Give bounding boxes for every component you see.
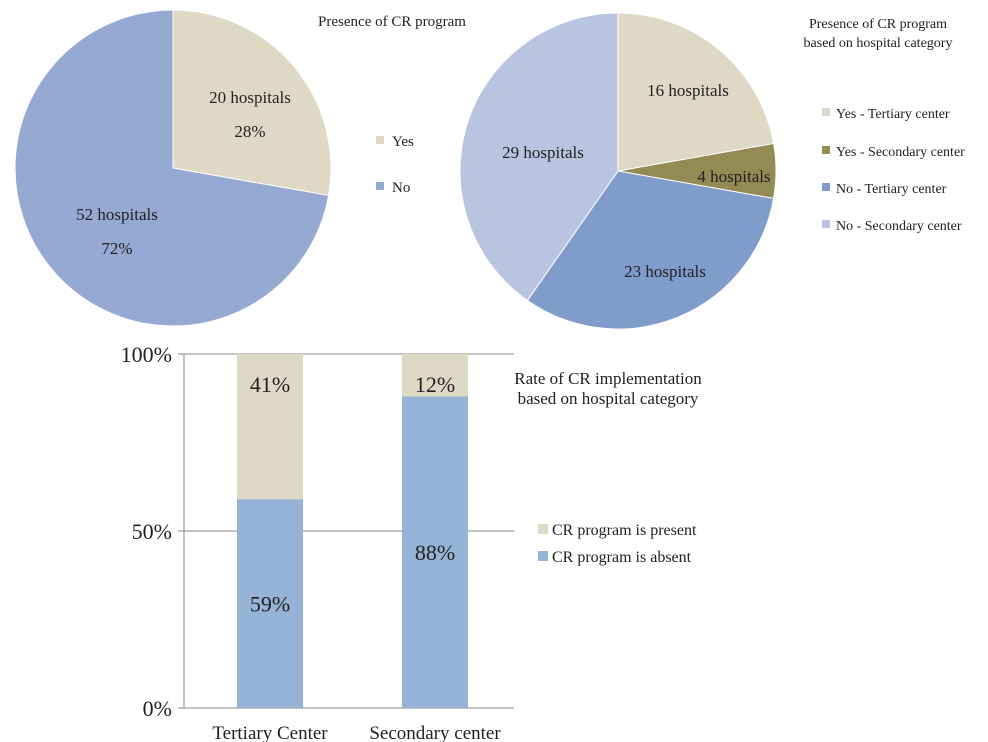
legend-swatch <box>822 108 830 116</box>
legend-label: Yes - Secondary center <box>836 145 965 160</box>
data-label: 16 hospitals <box>647 81 729 100</box>
legend-label: CR program is present <box>552 522 697 539</box>
pie-chart-by-category: Presence of CR program based on hospital … <box>459 12 965 330</box>
stacked-bar-chart: 0% 50% 100% 59% 41% Tertiary Center 88% 12% Seco… <box>121 342 703 742</box>
x-tick-label: Tertiary Center <box>212 723 328 742</box>
data-label: 20 hospitals <box>209 88 291 107</box>
y-tick-label: 50% <box>132 519 172 544</box>
data-label: 4 hospitals <box>697 167 770 186</box>
legend-swatch <box>376 182 384 190</box>
legend-label: CR program is absent <box>552 549 692 566</box>
pie-chart-presence: Presence of CR program 20 hospitals 28% 52 … <box>14 9 466 327</box>
data-label: 23 hospitals <box>624 262 706 281</box>
data-label: 28% <box>234 122 265 141</box>
x-tick-label: Secondary center <box>369 723 501 742</box>
legend-label: No - Secondary center <box>836 219 962 234</box>
bar-value-label: 41% <box>250 372 290 397</box>
pie-slice <box>526 170 775 330</box>
chart-title: based on hospital category <box>518 389 699 408</box>
legend-swatch <box>376 136 384 144</box>
bar-segment <box>237 354 303 500</box>
pie-slice <box>14 9 330 327</box>
bar-value-label: 88% <box>415 540 455 565</box>
chart-title: based on hospital category <box>804 36 953 51</box>
legend-label: No - Tertiary center <box>836 182 947 197</box>
pie-slice <box>172 9 332 197</box>
chart-title: Rate of CR implementation <box>514 369 702 388</box>
legend-swatch <box>538 551 548 561</box>
legend-swatch <box>822 183 830 191</box>
legend-swatch <box>822 220 830 228</box>
data-label: 52 hospitals <box>76 205 158 224</box>
chart-title: Presence of CR program <box>318 14 466 30</box>
bar-value-label: 12% <box>415 372 455 397</box>
legend-label: No <box>392 180 410 196</box>
pie-slice <box>617 12 775 172</box>
legend-swatch <box>538 524 548 534</box>
y-tick-label: 0% <box>143 696 172 721</box>
bar-segment <box>237 499 303 708</box>
legend-swatch <box>822 146 830 154</box>
bar-segment <box>402 354 468 397</box>
y-tick-label: 100% <box>121 342 172 367</box>
legend-label: Yes <box>392 134 414 150</box>
legend-label: Yes - Tertiary center <box>836 107 950 122</box>
data-label: 29 hospitals <box>502 143 584 162</box>
bar-value-label: 59% <box>250 592 290 617</box>
bar-segment <box>402 396 468 708</box>
pie-slice <box>459 12 619 302</box>
data-label: 72% <box>101 239 132 258</box>
chart-title: Presence of CR program <box>809 17 947 32</box>
